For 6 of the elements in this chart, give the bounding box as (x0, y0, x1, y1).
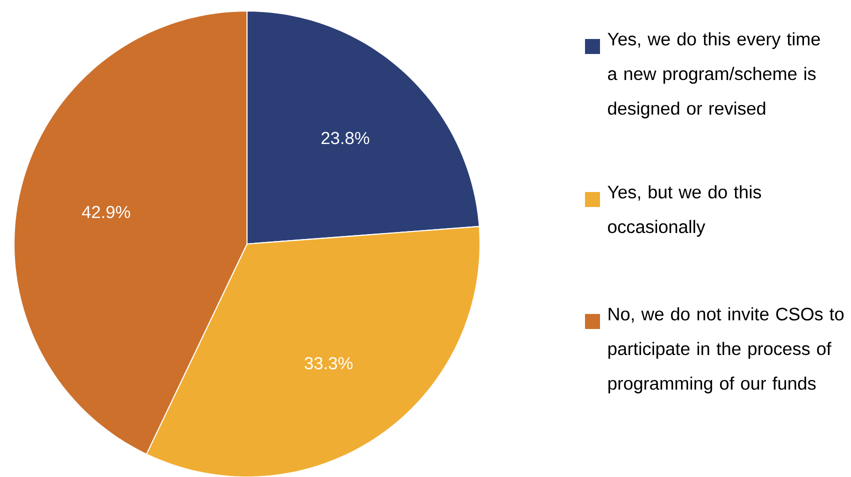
data-label: 42.9% (82, 206, 130, 218)
data-label: 33.3% (304, 357, 353, 370)
legend-label: Yes, but we do this occasionally (608, 185, 762, 237)
legend-label: Yes, we do this every time a new program/scheme is designed or revised (608, 32, 820, 118)
legend-label: No, we do not invite CSOs to participate in the process of programming of our funds (608, 307, 844, 394)
data-label: 23.8% (322, 132, 370, 144)
